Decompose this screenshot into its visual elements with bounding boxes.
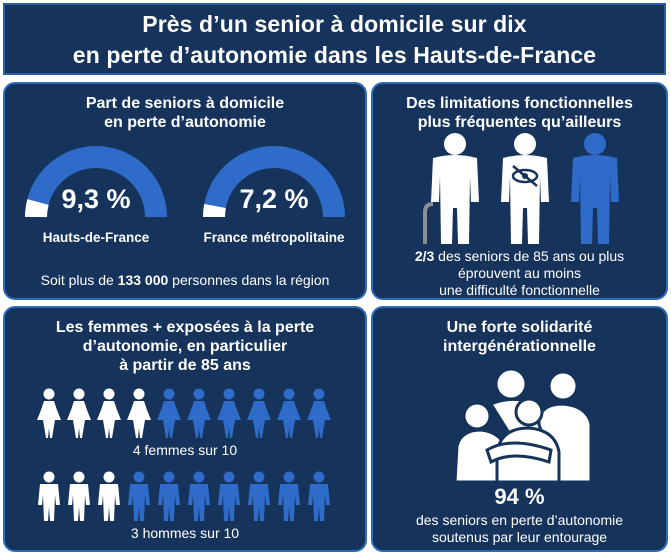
panel-gender-title-line1: Les femmes + exposées à la perte — [55, 319, 315, 336]
solidarity-caption: des seniors en perte d’autonomie soutenu… — [373, 512, 666, 546]
panel-share-footer: Soit plus de 133 000 personnes dans la r… — [5, 272, 365, 289]
family-hug-icon — [453, 367, 593, 482]
panel-limits-stat: 2/3 des seniors de 85 ans ou plus éprouv… — [373, 248, 666, 299]
man-icon — [68, 471, 90, 521]
panel-solidarity-title-line2: intergénérationnelle — [443, 338, 596, 355]
woman-icon — [217, 388, 241, 438]
gauge-hauts-de-france: 9,3 % Hauts-de-France — [25, 146, 167, 246]
solidarity-percent: 94 % — [494, 484, 545, 509]
man-icon — [188, 471, 210, 521]
header-banner: Près d’un senior à domicile sur dix en p… — [3, 3, 666, 75]
men-pictogram-row — [37, 471, 331, 521]
woman-icon — [277, 388, 301, 438]
panel-share-title-line1: Part de seniors à domicile — [85, 95, 285, 112]
stat-line2: éprouvent au moins — [458, 265, 581, 281]
stat-line3: une difficulté fonctionnelle — [439, 282, 600, 298]
panel-solidarity-title: Une forte solidarité intergénérationnell… — [373, 318, 666, 356]
stat-line1: des seniors de 85 ans ou plus — [434, 248, 625, 264]
footer-suffix: personnes dans la région — [168, 272, 330, 288]
panel-share-seniors: Part de seniors à domicile en perte d’au… — [3, 82, 367, 300]
woman-icon — [127, 388, 151, 438]
man-icon — [278, 471, 300, 521]
panel-limits-title: Des limitations fonctionnelles plus fréq… — [373, 94, 666, 132]
woman-icon — [187, 388, 211, 438]
panel-gender-exposure: Les femmes + exposées à la perte d’auton… — [3, 306, 367, 552]
header-title-line2: en perte d’autonomie dans les Hauts-de-F… — [72, 42, 597, 68]
gauge-label-hauts-de-france: Hauts-de-France — [42, 230, 150, 245]
gauge-icon — [203, 146, 345, 218]
panel-functional-limitations: Des limitations fonctionnelles plus fréq… — [371, 82, 668, 300]
panel-solidarity-title-line1: Une forte solidarité — [446, 319, 593, 336]
panel-share-title: Part de seniors à domicile en perte d’au… — [5, 94, 365, 132]
footer-number: 133 000 — [117, 272, 169, 288]
gauge-france-metropolitaine: 7,2 % France métropolitaine — [203, 146, 345, 246]
woman-icon — [157, 388, 181, 438]
panel-share-title-line2: en perte d’autonomie — [104, 114, 266, 131]
woman-icon — [247, 388, 271, 438]
panel-limits-title-line1: Des limitations fonctionnelles — [406, 95, 633, 112]
woman-icon — [97, 388, 121, 438]
man-icon — [128, 471, 150, 521]
man-icon — [308, 471, 330, 521]
senior-icon — [571, 133, 619, 244]
gauge-label-france: France métropolitaine — [203, 230, 345, 245]
solidarity-caption-line2: soutenus par leur entourage — [431, 529, 608, 545]
panel-gender-title: Les femmes + exposées à la perte d’auton… — [5, 318, 365, 375]
man-icon — [98, 471, 120, 521]
solidarity-caption-line1: des seniors en perte d’autonomie — [415, 512, 624, 528]
panel-gender-title-line3: à partir de 85 ans — [119, 357, 251, 374]
man-icon — [218, 471, 240, 521]
seniors-illustration — [423, 133, 619, 244]
women-pictogram-row — [37, 388, 331, 438]
footer-prefix: Soit plus de — [40, 272, 118, 288]
man-icon — [38, 471, 60, 521]
senior-with-cane-icon — [431, 133, 479, 244]
woman-icon — [307, 388, 331, 438]
man-icon — [248, 471, 270, 521]
senior-visual-impairment-icon — [501, 133, 549, 244]
panel-gender-title-line2: d’autonomie, en particulier — [82, 338, 288, 355]
panel-limits-title-line2: plus fréquentes qu’ailleurs — [417, 114, 622, 131]
panel-solidarity: Une forte solidarité intergénérationnell… — [371, 306, 668, 552]
woman-icon — [37, 388, 61, 438]
woman-icon — [67, 388, 91, 438]
stat-bold: 2/3 — [414, 248, 435, 264]
gauge-value-hauts-de-france: 9,3 % — [61, 184, 131, 214]
gauge-icon — [25, 146, 167, 218]
men-caption: 3 hommes sur 10 — [130, 525, 240, 541]
women-caption: 4 femmes sur 10 — [132, 442, 238, 458]
header-title-line1: Près d’un senior à domicile sur dix — [142, 11, 527, 37]
gauge-value-france: 7,2 % — [239, 184, 309, 214]
man-icon — [158, 471, 180, 521]
